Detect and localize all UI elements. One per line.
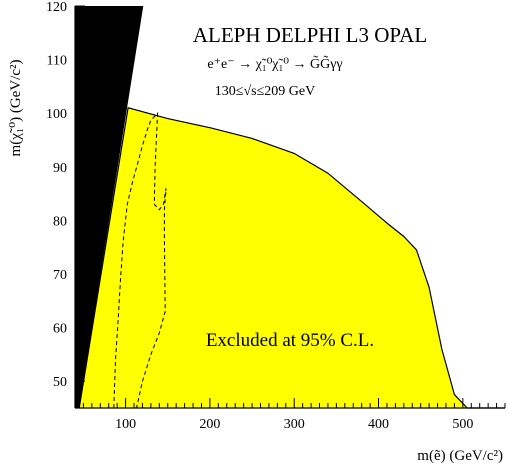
y-tick-label: 100 <box>46 107 67 122</box>
excluded-region-boundary <box>78 107 505 409</box>
excluded-region-fill <box>79 107 505 409</box>
kinematically-forbidden-region <box>75 6 144 408</box>
y-tick-label: 120 <box>46 0 67 15</box>
energy-range-label: 130≤√s≤209 GeV <box>215 84 315 99</box>
chart-regions <box>75 6 505 409</box>
exclusion-annotation: Excluded at 95% C.L. <box>206 330 374 351</box>
y-tick-label: 80 <box>53 214 67 229</box>
chart-title: ALEPH DELPHI L3 OPAL <box>193 23 427 47</box>
y-axis-title: m(χ̃₁⁰) (GeV/c²) <box>8 60 24 157</box>
chart-axes: 100 200 300 400 500 50 60 70 80 90 100 110 120 <box>46 0 506 432</box>
x-tick-label: 200 <box>199 417 220 432</box>
x-tick-label: 300 <box>284 417 305 432</box>
x-tick-label: 400 <box>368 417 389 432</box>
y-tick-label: 50 <box>53 375 67 390</box>
x-tick-label: 500 <box>452 417 473 432</box>
y-tick-label: 110 <box>47 54 67 69</box>
process-label: e⁺e⁻ → χ̃₁⁰χ̃₁⁰ → G̃G̃γγ <box>207 55 342 72</box>
x-tick-label: 100 <box>115 417 136 432</box>
y-tick-label: 90 <box>53 161 67 176</box>
y-tick-label: 60 <box>53 322 67 337</box>
x-axis-title: m(ẽ) (GeV/c²) <box>417 448 503 464</box>
y-tick-label: 70 <box>53 268 67 283</box>
